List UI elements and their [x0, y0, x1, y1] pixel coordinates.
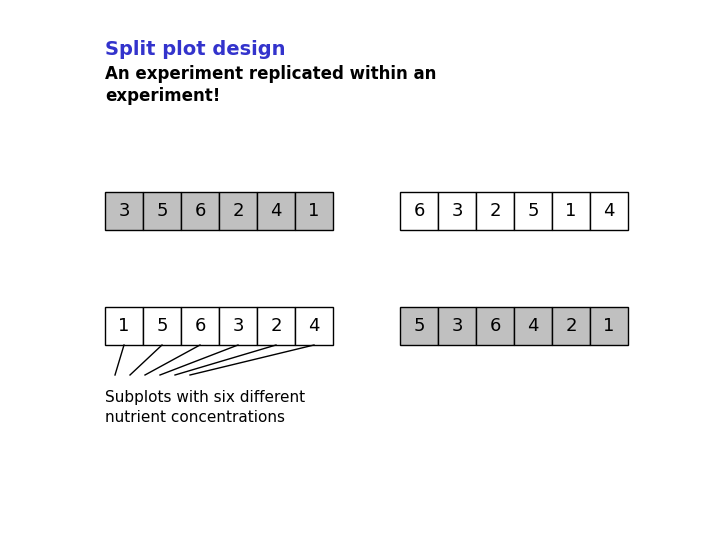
Text: 2: 2 [270, 317, 282, 335]
Bar [400, 307, 438, 345]
Bar [219, 307, 257, 345]
Bar [143, 307, 181, 345]
Bar [476, 307, 514, 345]
Text: 1: 1 [308, 202, 320, 220]
Text: 1: 1 [603, 317, 615, 335]
Bar [590, 307, 628, 345]
Bar [552, 307, 590, 345]
Text: 5: 5 [156, 202, 168, 220]
Bar [476, 192, 514, 230]
Text: 4: 4 [603, 202, 615, 220]
Text: 5: 5 [527, 202, 539, 220]
Text: 1: 1 [118, 317, 130, 335]
Bar [400, 192, 438, 230]
Text: 2: 2 [490, 202, 500, 220]
Bar [295, 307, 333, 345]
Bar [257, 192, 295, 230]
Text: 6: 6 [194, 202, 206, 220]
Bar [105, 307, 143, 345]
Text: Subplots with six different
nutrient concentrations: Subplots with six different nutrient con… [105, 390, 305, 425]
Bar [257, 307, 295, 345]
Text: 1: 1 [565, 202, 577, 220]
Bar [143, 192, 181, 230]
Text: 3: 3 [451, 317, 463, 335]
Text: 4: 4 [308, 317, 320, 335]
Text: 2: 2 [565, 317, 577, 335]
Text: 4: 4 [527, 317, 539, 335]
Text: 6: 6 [194, 317, 206, 335]
Bar [514, 192, 552, 230]
Text: 3: 3 [233, 317, 244, 335]
Text: 6: 6 [490, 317, 500, 335]
Bar [552, 192, 590, 230]
Bar [219, 192, 257, 230]
Text: 5: 5 [156, 317, 168, 335]
Text: Split plot design: Split plot design [105, 40, 286, 59]
Text: 3: 3 [118, 202, 130, 220]
Text: 2: 2 [233, 202, 244, 220]
Text: 6: 6 [413, 202, 425, 220]
Bar [181, 307, 219, 345]
Bar [105, 192, 143, 230]
Text: 4: 4 [270, 202, 282, 220]
Bar [438, 192, 476, 230]
Bar [295, 192, 333, 230]
Text: An experiment replicated within an
experiment!: An experiment replicated within an exper… [105, 65, 436, 105]
Bar [438, 307, 476, 345]
Text: 3: 3 [451, 202, 463, 220]
Text: 5: 5 [413, 317, 425, 335]
Bar [590, 192, 628, 230]
Bar [514, 307, 552, 345]
Bar [181, 192, 219, 230]
